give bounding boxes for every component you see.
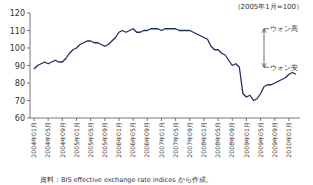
x-tick-label: 2007年01月 <box>158 122 165 158</box>
y-tick <box>27 30 30 31</box>
x-tick <box>218 118 219 121</box>
x-tick <box>288 118 289 121</box>
x-tick <box>246 118 247 121</box>
x-tick <box>260 118 261 121</box>
x-tick-label: 2004年05月 <box>44 122 51 158</box>
x-tick <box>118 118 119 121</box>
x-axis <box>30 118 300 119</box>
x-tick-label: 2004年09月 <box>59 122 66 158</box>
x-tick-label: 2008年05月 <box>214 122 221 158</box>
x-tick-label: 2006年05月 <box>129 122 136 158</box>
x-tick <box>147 118 148 121</box>
x-tick <box>232 118 233 121</box>
chart: 60 70 80 90 100 110 120 2004年01月 2004年05月 2004年09… <box>0 0 313 185</box>
y-tick <box>27 118 30 119</box>
source: 資料：BIS effective exchange rate indices か… <box>40 176 213 184</box>
annotation-arrowhead <box>262 63 266 67</box>
data-line <box>34 29 296 101</box>
x-tick <box>161 118 162 121</box>
annotation-leader <box>264 28 269 29</box>
annotation: ウォン高 <box>270 25 298 33</box>
plot-area <box>34 29 296 101</box>
x-tick-label: 2007年09月 <box>186 122 193 158</box>
x-tick-label: 2005年09月 <box>101 122 108 158</box>
y-tick-label: 110 <box>10 27 25 36</box>
annotation-arrow <box>264 29 265 68</box>
x-tick-label: 2006年01月 <box>115 122 122 158</box>
y-tick <box>27 65 30 66</box>
y-tick-label: 60 <box>15 114 25 123</box>
x-tick-label: 2006年09月 <box>143 122 150 158</box>
x-tick-label: 2009年05月 <box>257 122 264 158</box>
x-tick <box>175 118 176 121</box>
x-tick <box>189 118 190 121</box>
x-tick-label: 2004年01月 <box>30 122 37 158</box>
annotation: ウォン安 <box>270 64 298 72</box>
y-tick-label: 90 <box>15 62 25 71</box>
y-tick-label: 80 <box>15 79 25 88</box>
y-tick <box>27 83 30 84</box>
x-tick-label: 2009年09月 <box>271 122 278 158</box>
x-tick <box>34 118 35 121</box>
y-tick <box>27 100 30 101</box>
x-tick <box>76 118 77 121</box>
x-tick <box>62 118 63 121</box>
y-label: （2005年1月=100） <box>234 3 304 11</box>
x-tick <box>274 118 275 121</box>
x-tick-label: 2005年05月 <box>87 122 94 158</box>
x-tick <box>90 118 91 121</box>
x-tick <box>133 118 134 121</box>
annotation-leader <box>264 67 269 68</box>
x-tick-label: 2008年01月 <box>200 122 207 158</box>
x-tick-label: 2005年01月 <box>73 122 80 158</box>
annotation-arrowhead <box>262 29 266 33</box>
x-tick-label: 2007年05月 <box>172 122 179 158</box>
x-tick <box>104 118 105 121</box>
y-tick <box>27 48 30 49</box>
y-tick-label: 120 <box>10 9 25 18</box>
y-tick <box>27 13 30 14</box>
x-tick-label: 2010年01月 <box>285 122 292 158</box>
x-tick-label: 2008年09月 <box>228 122 235 158</box>
y-tick-label: 70 <box>15 97 25 106</box>
y-tick-label: 100 <box>10 44 25 53</box>
x-tick-label: 2009年01月 <box>243 122 250 158</box>
x-tick <box>48 118 49 121</box>
x-tick <box>203 118 204 121</box>
